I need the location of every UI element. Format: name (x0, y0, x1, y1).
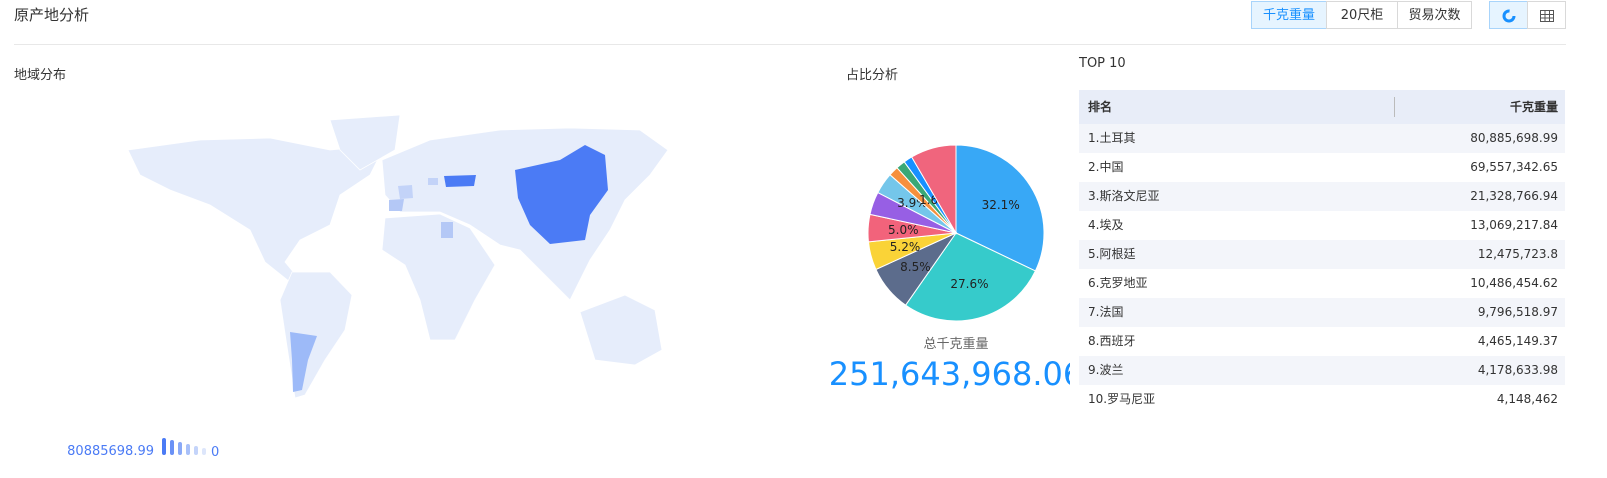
north-america (127, 137, 386, 299)
legend-bar (178, 442, 182, 455)
legend-bar (202, 448, 206, 455)
country-slovenia (428, 178, 438, 185)
weight: 4,178,633.98 (1477, 363, 1558, 377)
page-title: 原产地分析 (14, 6, 90, 24)
map-legend: 80885698.99 0 (67, 438, 219, 460)
table-row: 4.埃及 13,069,217.84 (1079, 211, 1565, 240)
column-header: 排名 (1088, 100, 1113, 114)
section-title: TOP 10 (1079, 56, 1126, 71)
column-divider (1394, 97, 1395, 117)
weight: 4,148,462 (1496, 392, 1558, 406)
tab[interactable]: 贸易次数 (1397, 1, 1472, 29)
table-row: 8.西班牙 4,465,149.37 (1079, 327, 1565, 356)
country-china (515, 145, 608, 244)
table-row: 7.法国 9,796,518.97 (1079, 298, 1565, 327)
legend-max: 80885698.99 (67, 444, 154, 459)
legend-bar (162, 438, 166, 455)
legend-bar (194, 446, 198, 455)
highlighted-countries (290, 145, 608, 392)
pie: 32.1%27.6%8.5%5.2%5.0%3.9%1.6% (867, 144, 1045, 322)
table-row: 1.土耳其 80,885,698.99 (1079, 124, 1565, 153)
chart-view-button[interactable] (1489, 1, 1528, 29)
country-spain (389, 199, 404, 211)
slice-label: 32.1% (982, 198, 1020, 212)
pie-slice (910, 144, 957, 235)
weight: 69,557,342.65 (1470, 160, 1558, 174)
legend-min: 0 (211, 445, 219, 460)
table-header: 排名 千克重量 (1079, 90, 1565, 124)
table-row: 5.阿根廷 12,475,723.8 (1079, 240, 1565, 269)
table-row: 9.波兰 4,178,633.98 (1079, 356, 1565, 385)
tab[interactable]: 千克重量 (1251, 1, 1327, 29)
rank-name: 7.法国 (1088, 305, 1124, 319)
rank-name: 10.罗马尼亚 (1088, 392, 1156, 406)
country-egypt (441, 222, 453, 238)
icon (1539, 10, 1554, 22)
pie-slice (904, 232, 1037, 322)
country-turkey (444, 175, 476, 187)
africa (381, 213, 496, 341)
slice-label: 8.5% (900, 260, 931, 274)
greenland (329, 114, 401, 171)
australia (579, 294, 663, 366)
rank-name: 8.西班牙 (1088, 334, 1136, 348)
table-view-button[interactable] (1527, 1, 1566, 29)
table-row: 6.克罗地亚 10,486,454.62 (1079, 269, 1565, 298)
pie-slice (955, 144, 1045, 272)
weight: 21,328,766.94 (1470, 189, 1558, 203)
rank-name: 4.埃及 (1088, 218, 1124, 232)
rank-name: 3.斯洛文尼亚 (1088, 189, 1160, 203)
charts: 80885698.99 0 32.1%27.6%8.5%5.2%5.0%3.9%… (67, 114, 1070, 460)
tab[interactable]: 20尺柜 (1326, 1, 1398, 29)
slice-label: 27.6% (950, 277, 988, 291)
rank-name: 9.波兰 (1088, 363, 1124, 377)
rank-name: 6.克罗地亚 (1088, 276, 1148, 290)
section-title: 占比分析 (846, 68, 899, 83)
country-france (398, 185, 413, 199)
country-argentina (290, 332, 317, 392)
weight: 4,465,149.37 (1477, 334, 1558, 348)
legend-bar (186, 444, 190, 455)
legend-bar (170, 440, 174, 455)
weight: 10,486,454.62 (1470, 276, 1558, 290)
column-header: 千克重量 (1509, 100, 1558, 114)
weight: 80,885,698.99 (1470, 131, 1558, 145)
rank-name: 2.中国 (1088, 160, 1124, 174)
total-label: 总千克重量 (923, 336, 988, 352)
weight: 13,069,217.84 (1470, 218, 1558, 232)
section-title: 地域分布 (14, 68, 67, 83)
icon (1502, 9, 1515, 23)
total-value: 251,643,968.06 (829, 355, 1070, 393)
slice-label: 5.2% (890, 240, 921, 254)
weight: 9,796,518.97 (1477, 305, 1558, 319)
slice-label: 5.0% (888, 223, 919, 237)
table-row: 10.罗马尼亚 4,148,462 (1079, 385, 1565, 414)
table-row: 3.斯洛文尼亚 21,328,766.94 (1079, 182, 1565, 211)
table-row: 2.中国 69,557,342.65 (1079, 153, 1565, 182)
rank-name: 1.土耳其 (1088, 131, 1136, 145)
divider (14, 44, 1566, 45)
weight: 12,475,723.8 (1477, 247, 1558, 261)
rank-name: 5.阿根廷 (1088, 247, 1136, 261)
